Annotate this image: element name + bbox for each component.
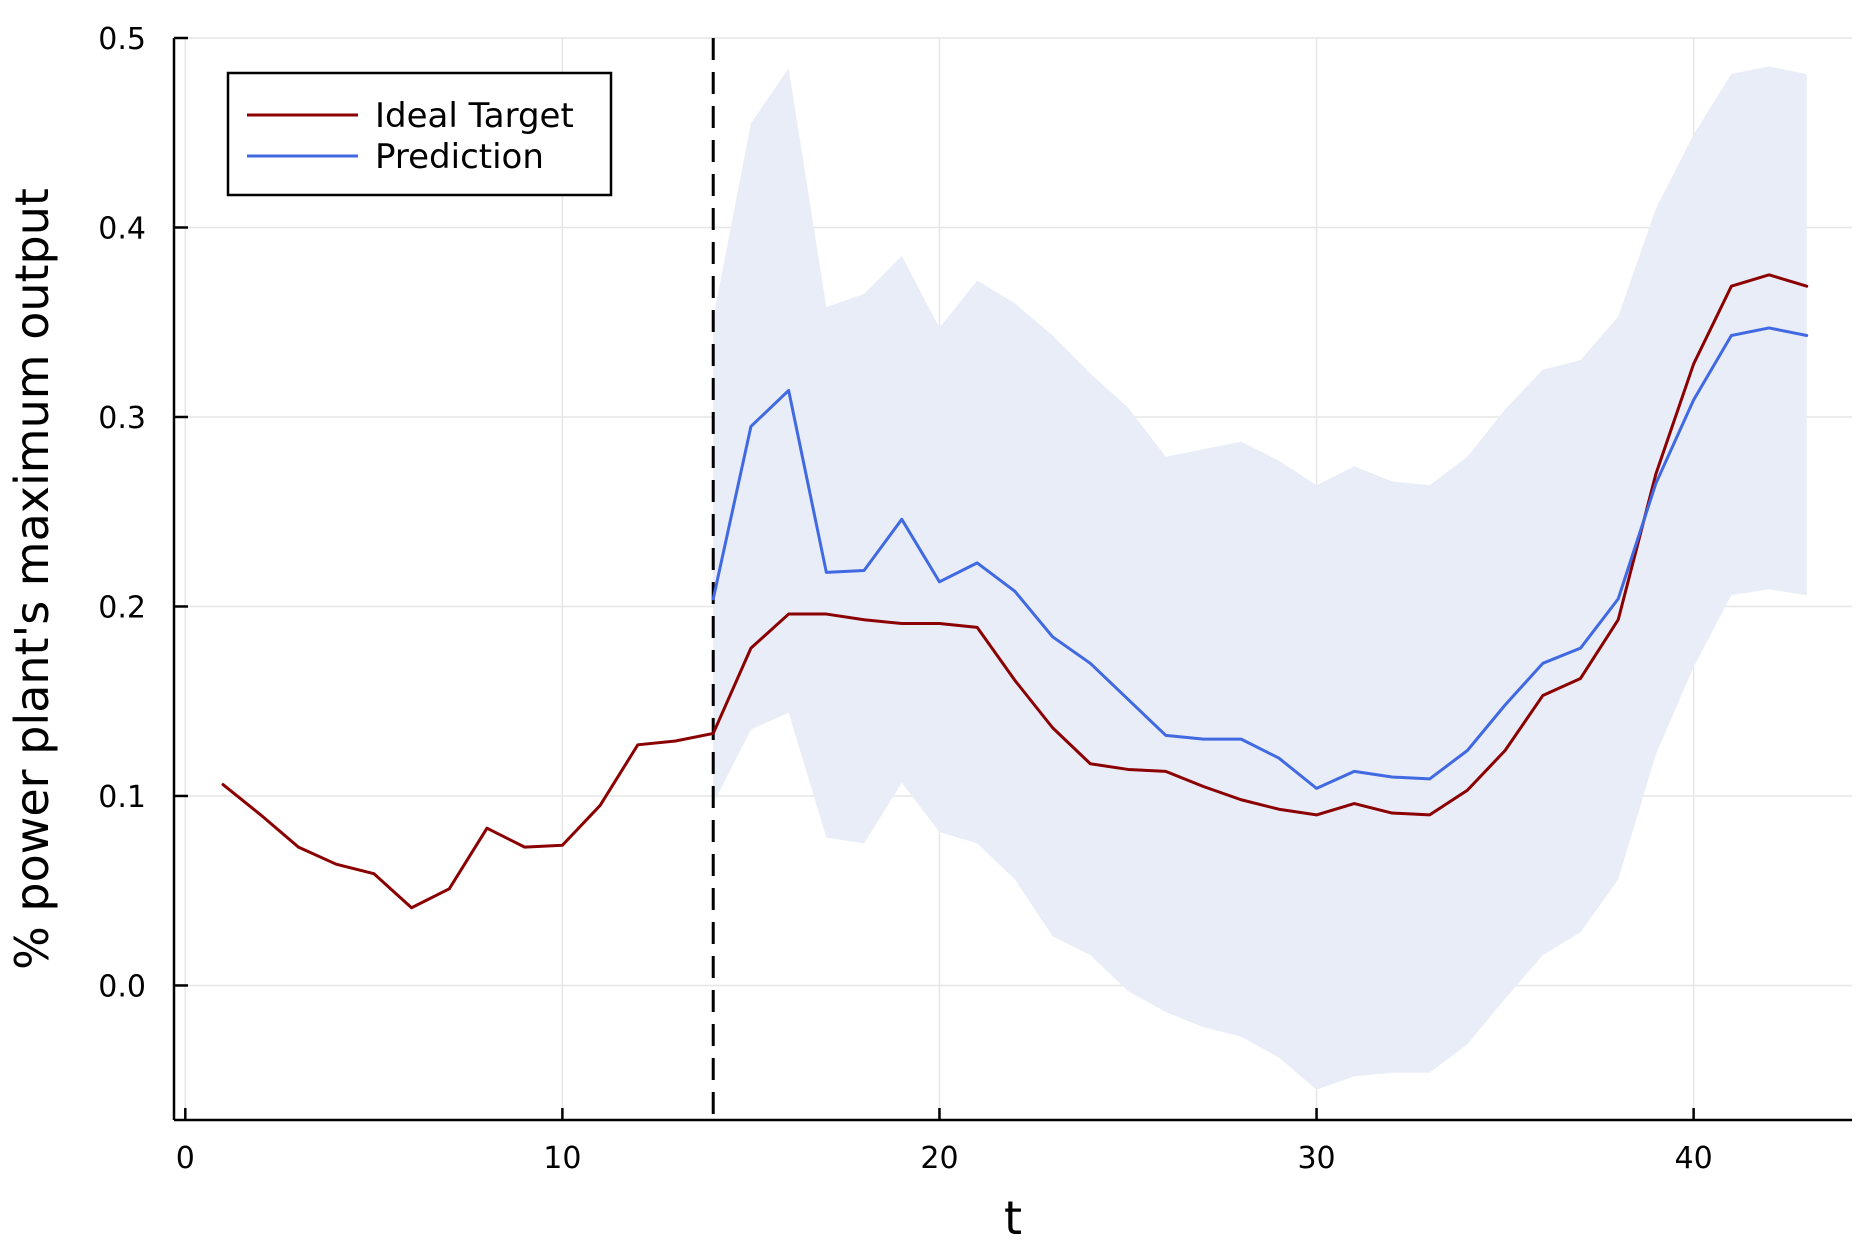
legend-label-ideal-target: Ideal Target: [375, 96, 574, 136]
legend-box: [226, 71, 613, 197]
y-tick-label: 0.0: [98, 969, 146, 1004]
legend-label-prediction: Prediction: [375, 137, 544, 177]
x-axis-title: t: [1004, 1191, 1022, 1245]
y-axis-title: % power plant's maximum output: [5, 188, 59, 970]
y-tick-label: 0.3: [98, 401, 146, 436]
confidence-band-layer: [713, 66, 1807, 1090]
y-tick-label: 0.1: [98, 780, 146, 815]
ideal-target-line: [221, 273, 1809, 910]
x-tick-label: 20: [920, 1141, 958, 1176]
series-layer: [221, 273, 1809, 910]
y-tick-label: 0.5: [98, 22, 146, 57]
legend: Ideal Target Prediction: [226, 71, 613, 197]
x-tick-label: 10: [543, 1141, 581, 1176]
axis-layer: 0 10 20 30 40 0.0 0.1 0.2 0.3 0.4 0.5: [98, 22, 1852, 1176]
prediction-line: [711, 326, 1809, 790]
y-tick-label: 0.2: [98, 590, 146, 625]
x-tick-label: 0: [176, 1141, 195, 1176]
x-tick-label: 30: [1297, 1141, 1335, 1176]
y-tick-label: 0.4: [98, 211, 146, 246]
x-tick-label: 40: [1675, 1141, 1713, 1176]
prediction-confidence-band: [713, 66, 1807, 1090]
